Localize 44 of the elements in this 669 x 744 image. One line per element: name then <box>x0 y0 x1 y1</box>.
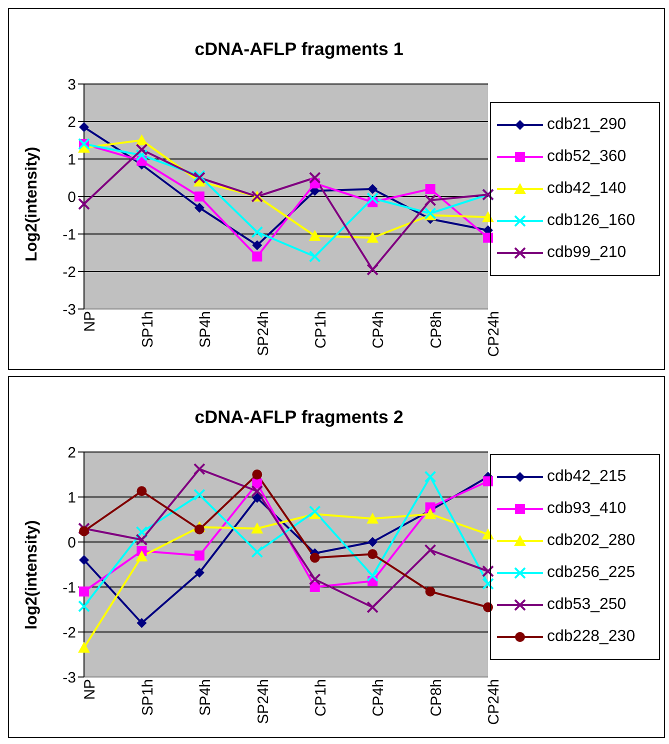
x-tick-label: SP4h <box>197 679 214 716</box>
legend-label: cdb99_210 <box>547 244 626 262</box>
legend-label: cdb126_160 <box>547 212 636 230</box>
y-tick-label: -2 <box>62 264 76 281</box>
x-tick-label: SP1h <box>139 679 156 716</box>
x-tick-label: CP24h <box>486 311 503 357</box>
legend-label: cdb228_230 <box>547 628 636 646</box>
legend-label: cdb42_140 <box>547 180 626 198</box>
x-tick-label: NP <box>82 311 99 332</box>
y-tick-label: -1 <box>62 579 76 596</box>
legend-label: cdb93_410 <box>547 500 626 518</box>
y-axis-title: log2(intensity) <box>24 520 41 630</box>
y-tick-label: -3 <box>62 669 76 686</box>
x-tick-label: CP8h <box>428 679 445 717</box>
x-tick-label: SP4h <box>197 311 214 348</box>
x-tick-label: SP1h <box>139 311 156 348</box>
legend-label: cdb52_360 <box>547 148 626 166</box>
y-tick-label: 2 <box>68 114 76 131</box>
y-tick-label: -3 <box>62 301 76 318</box>
x-tick-label: CP1h <box>312 679 330 717</box>
chart-title: cDNA-AFLP fragments 2 <box>194 407 404 428</box>
x-tick-label: NP <box>82 679 99 700</box>
legend-label: cdb53_250 <box>547 596 626 614</box>
legend-label: cdb202_280 <box>547 532 636 550</box>
legend-label: cdb42_215 <box>547 468 626 486</box>
y-tick-label: 1 <box>68 489 76 506</box>
y-tick-label: -2 <box>62 624 76 642</box>
x-tick-label: CP24h <box>486 679 503 725</box>
y-tick-label: 3 <box>68 76 76 94</box>
x-tick-label: CP4h <box>370 679 388 717</box>
legend-label: cdb21_290 <box>547 116 626 134</box>
x-tick-label: CP4h <box>370 311 388 349</box>
y-tick-label: 0 <box>68 534 76 552</box>
x-tick-label: CP8h <box>428 311 445 349</box>
chart-title: cDNA-AFLP fragments 1 <box>194 39 404 60</box>
y-axis-title: Log2(intensity) <box>24 146 41 262</box>
y-tick-label: 0 <box>68 188 76 206</box>
y-tick-label: 2 <box>68 444 76 462</box>
x-tick-label: SP24h <box>254 311 272 356</box>
legend-label: cdb256_225 <box>547 564 636 582</box>
y-tick-label: 1 <box>68 151 76 168</box>
x-tick-label: CP1h <box>312 311 330 349</box>
y-tick-label: -1 <box>62 226 76 244</box>
x-tick-label: SP24h <box>254 679 272 724</box>
